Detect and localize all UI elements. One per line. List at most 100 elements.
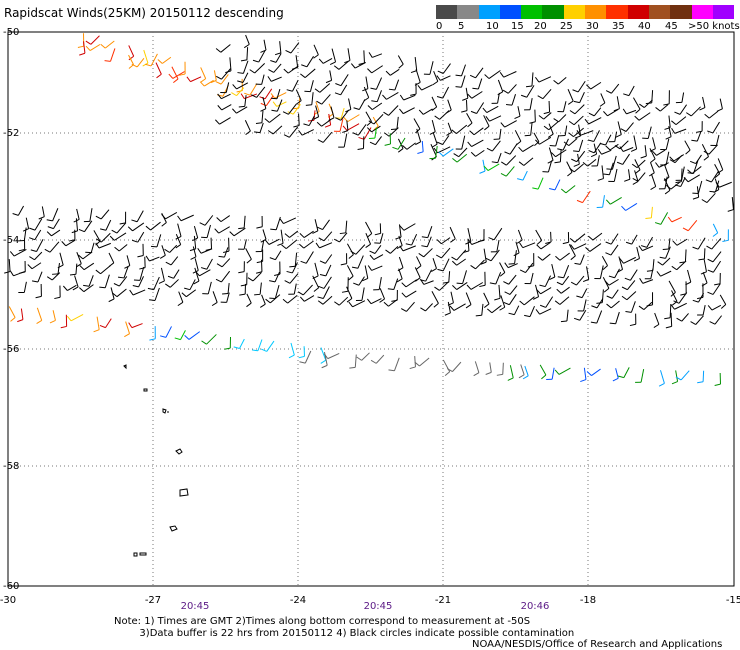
wind-barb: [267, 76, 282, 82]
wind-barb: [224, 337, 232, 350]
wind-barb: [714, 163, 721, 178]
wind-barb: [279, 217, 297, 225]
wind-barb: [645, 206, 653, 220]
wind-barb: [638, 245, 654, 252]
legend-swatch: [478, 5, 500, 19]
wind-barb: [621, 202, 638, 211]
wind-barb: [249, 62, 266, 74]
wind-barb: [271, 99, 283, 112]
wind-barb: [237, 60, 249, 74]
wind-barb: [664, 303, 672, 320]
wind-barb: [418, 248, 433, 258]
wind-barb: [574, 124, 582, 139]
wind-barb: [190, 246, 197, 260]
longitude-label: -21: [435, 595, 451, 606]
wind-barb: [582, 266, 590, 283]
wind-barb: [158, 267, 165, 284]
wind-barb: [630, 135, 638, 152]
wind-barb: [269, 250, 282, 261]
wind-barb: [622, 108, 637, 115]
wind-barb: [632, 172, 646, 182]
south-sandwich-islands: [123, 364, 189, 557]
wind-barb: [288, 283, 297, 295]
wind-barb: [535, 136, 552, 145]
wind-barb: [676, 313, 689, 322]
footnotes: Note: 1) Times are GMT 2)Times along bot…: [114, 616, 574, 639]
wind-barb: [95, 242, 111, 249]
wind-barb: [438, 148, 454, 157]
wind-barb: [202, 281, 212, 295]
wind-barb: [612, 368, 619, 382]
wind-barb: [431, 96, 438, 111]
wind-barb: [639, 278, 654, 284]
wind-barb: [504, 143, 518, 155]
wind-barb: [145, 255, 160, 262]
wind-barb: [546, 367, 555, 380]
wind-barb: [697, 305, 706, 316]
wind-barb: [382, 92, 399, 100]
wind-barb: [659, 246, 671, 259]
wind-barb: [566, 161, 573, 177]
wind-barb: [577, 299, 587, 312]
wind-barb: [383, 127, 399, 137]
wind-barb: [542, 160, 553, 173]
wind-barb: [231, 106, 248, 114]
wind-barb: [272, 101, 287, 107]
latitude-label: -52: [3, 128, 19, 139]
wind-barb: [547, 123, 554, 138]
wind-barb: [305, 92, 314, 106]
wind-barb: [255, 110, 264, 124]
wind-barb: [606, 300, 620, 309]
wind-barb: [317, 295, 333, 305]
wind-barb: [318, 231, 333, 242]
wind-barb: [417, 84, 433, 91]
wind-barb: [483, 163, 500, 171]
longitude-label: -24: [290, 595, 306, 606]
wind-barb: [128, 322, 143, 329]
wind-barb: [449, 303, 466, 311]
wind-barb: [385, 246, 399, 254]
wind-barb: [519, 242, 536, 249]
wind-barb: [287, 104, 301, 115]
wind-barb: [496, 362, 504, 376]
wind-barb: [350, 62, 366, 69]
wind-barb: [388, 79, 400, 91]
wind-barb: [400, 301, 415, 312]
wind-barb: [195, 269, 211, 277]
time-label: 20:45: [181, 601, 210, 612]
wind-barb: [114, 244, 128, 252]
wind-barb: [99, 318, 112, 329]
wind-barb: [663, 178, 671, 195]
wind-barb: [543, 121, 559, 131]
wind-barb: [455, 75, 466, 88]
wind-barb: [362, 265, 369, 282]
wind-barb: [569, 233, 586, 243]
wind-barb: [167, 269, 180, 279]
wind-barb: [698, 248, 706, 261]
wind-barb: [470, 259, 485, 270]
wind-barb: [231, 87, 245, 97]
wind-barb: [165, 279, 179, 288]
wind-barb: [601, 256, 608, 270]
wind-barb: [334, 84, 348, 96]
wind-barb: [368, 114, 384, 125]
wind-barb: [655, 104, 669, 112]
wind-barb: [270, 53, 282, 63]
wind-barb: [12, 205, 25, 216]
wind-barb: [49, 310, 56, 324]
wind-barb: [638, 301, 653, 310]
wind-barb: [255, 240, 265, 253]
wind-barb: [421, 225, 433, 239]
wind-barb: [467, 91, 483, 99]
wind-barb: [421, 236, 432, 248]
wind-barb: [283, 126, 299, 138]
wind-barb: [312, 262, 319, 279]
wind-barb: [409, 356, 416, 370]
wind-barb: [675, 92, 685, 104]
wind-barb: [238, 95, 247, 108]
wind-barb: [587, 130, 600, 143]
wind-barb: [624, 169, 631, 182]
wind-barb: [104, 48, 116, 62]
wind-barb: [78, 251, 93, 260]
wind-barb: [419, 269, 433, 282]
